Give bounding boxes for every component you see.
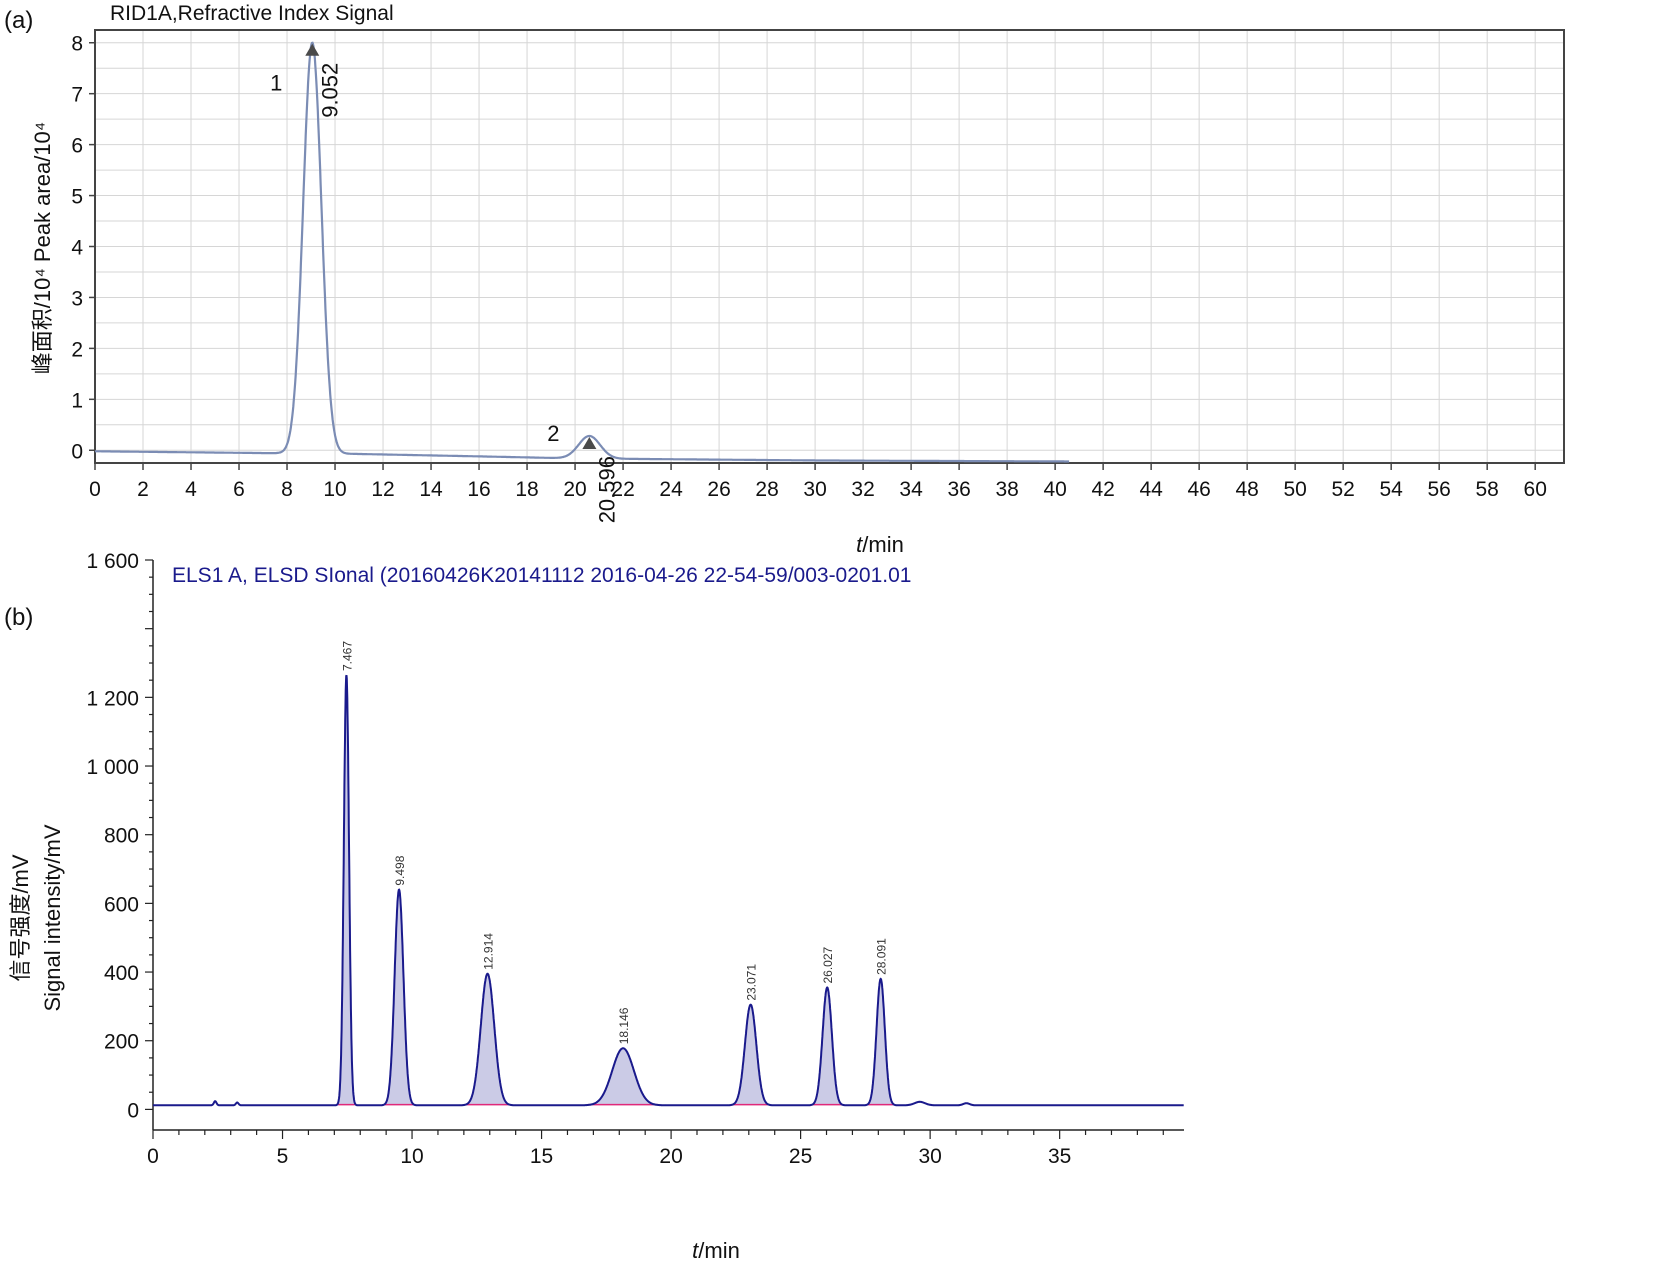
panel-a-x-axis: 0 2 4 6 8 10 12 14 16 18 20 22 24 26 28 30 32 34 36 38 40 42 4…: [89, 463, 1547, 501]
x-tick-label: 60: [1524, 478, 1547, 501]
panel-a-peak-annotations: 9.052 1 20.596 2: [270, 43, 619, 523]
y-tick-label: 2: [71, 338, 83, 361]
peak-retention-time-label: 9.052: [317, 63, 342, 118]
y-tick-label: 6: [71, 135, 83, 158]
x-tick-label: 25: [789, 1145, 812, 1168]
x-tick-label: 6: [233, 478, 245, 501]
x-tick-label: 10: [323, 478, 346, 501]
x-tick-label: 50: [1283, 478, 1306, 501]
x-tick-label: 42: [1091, 478, 1114, 501]
peak-number-label: 1: [270, 71, 282, 96]
y-tick-label: 200: [104, 1031, 139, 1054]
x-tick-label: 0: [147, 1145, 159, 1168]
y-tick-label: 8: [71, 33, 83, 56]
y-tick-label: 1: [71, 389, 83, 412]
peak-apex-marker: [305, 43, 320, 56]
y-tick-label: 0: [71, 440, 83, 463]
panel-a-signal-trace: [95, 41, 1070, 463]
panel-b-signal-trace: [153, 674, 1184, 1107]
x-tick-label: 30: [803, 478, 826, 501]
x-tick-label: 36: [947, 478, 970, 501]
panel-b-x-axis: 0 5 10 15 20 25 30 35: [147, 1130, 1164, 1168]
panel-b-label: (b): [4, 604, 33, 631]
peak-retention-time-label: 23.071: [745, 964, 759, 1001]
peak-retention-time-label: 9.498: [393, 855, 407, 885]
x-tick-label: 28: [755, 478, 778, 501]
y-tick-label: 1 200: [86, 687, 139, 710]
x-tick-label: 30: [918, 1145, 941, 1168]
y-tick-label: 600: [104, 893, 139, 916]
y-tick-label: 0: [127, 1099, 139, 1122]
y-tick-label: 3: [71, 287, 83, 310]
peak-retention-time-label: 7.467: [340, 641, 354, 671]
x-tick-label: 20: [563, 478, 586, 501]
x-tick-label: 34: [899, 478, 923, 501]
y-tick-label: 5: [71, 186, 83, 209]
panel-a-title: RID1A,Refractive Index Signal: [110, 2, 394, 25]
x-tick-label: 22: [611, 478, 634, 501]
panel-a-y-axis-label: 峰面积/10⁴ Peak area/10⁴: [30, 122, 55, 374]
peak-number-label: 2: [547, 421, 559, 446]
x-tick-label: 52: [1331, 478, 1354, 501]
y-tick-label: 1 000: [86, 756, 139, 779]
x-tick-label: 58: [1476, 478, 1499, 501]
x-tick-label: 35: [1048, 1145, 1071, 1168]
x-tick-label: 16: [467, 478, 490, 501]
x-tick-label: 18: [515, 478, 538, 501]
x-tick-label: 24: [659, 478, 683, 501]
x-tick-label: 40: [1043, 478, 1066, 501]
x-tick-label: 4: [185, 478, 197, 501]
x-tick-label: 20: [659, 1145, 682, 1168]
panel-b-peak-annotations: 7.467 9.498 12.914 18.146 23.071 26.027 28.091: [340, 641, 888, 1045]
x-tick-label: 26: [707, 478, 730, 501]
panel-b-peak-fill: [338, 675, 894, 1106]
panel-a-x-axis-label: t/min: [856, 532, 904, 557]
peak-retention-time-label: 20.596: [594, 456, 619, 523]
x-tick-label: 48: [1235, 478, 1258, 501]
panel-b-y-axis-label-cn: 信号强度/mV: [8, 854, 33, 981]
x-tick-label: 44: [1139, 478, 1163, 501]
panel-a-label: (a): [4, 7, 33, 34]
peak-retention-time-label: 12.914: [482, 933, 496, 970]
x-tick-label: 46: [1187, 478, 1210, 501]
y-tick-label: 800: [104, 825, 139, 848]
y-tick-label: 7: [71, 84, 83, 107]
x-tick-label: 10: [400, 1145, 423, 1168]
panel-b-y-axis-label-en: Signal intensity/mV: [40, 824, 65, 1011]
x-tick-label: 38: [995, 478, 1018, 501]
x-tick-label: 12: [371, 478, 394, 501]
panel-b-axes: [152, 560, 1184, 1131]
x-tick-label: 5: [277, 1145, 289, 1168]
panel-b-x-axis-label: t/min: [692, 1238, 740, 1261]
panel-a-grid: [94, 30, 1564, 463]
y-tick-label: 400: [104, 962, 139, 985]
peak-retention-time-label: 28.091: [875, 938, 889, 975]
panel-b-chart: (b) ELS1 A, ELSD SIonal (20160426K201411…: [4, 550, 1184, 1261]
x-tick-label: 54: [1379, 478, 1403, 501]
x-tick-label: 0: [89, 478, 101, 501]
panel-b-y-axis: 0 200 400 600 800 1 000 1 200 1 600: [86, 550, 153, 1122]
x-tick-label: 32: [851, 478, 874, 501]
y-tick-label: 1 600: [86, 550, 139, 573]
peak-retention-time-label: 18.146: [617, 1007, 631, 1044]
x-tick-label: 8: [281, 478, 293, 501]
y-tick-label: 4: [71, 237, 83, 260]
x-tick-label: 15: [530, 1145, 553, 1168]
x-tick-label: 2: [137, 478, 149, 501]
panel-b-title: ELS1 A, ELSD SIonal (20160426K20141112 2…: [172, 564, 911, 587]
peak-retention-time-label: 26.027: [821, 946, 835, 983]
panel-a-y-axis: 0 1 2 3 4 5 6 7 8: [71, 33, 95, 463]
x-tick-label: 56: [1428, 478, 1451, 501]
peak-apex-marker: [582, 437, 597, 450]
x-tick-label: 14: [419, 478, 443, 501]
